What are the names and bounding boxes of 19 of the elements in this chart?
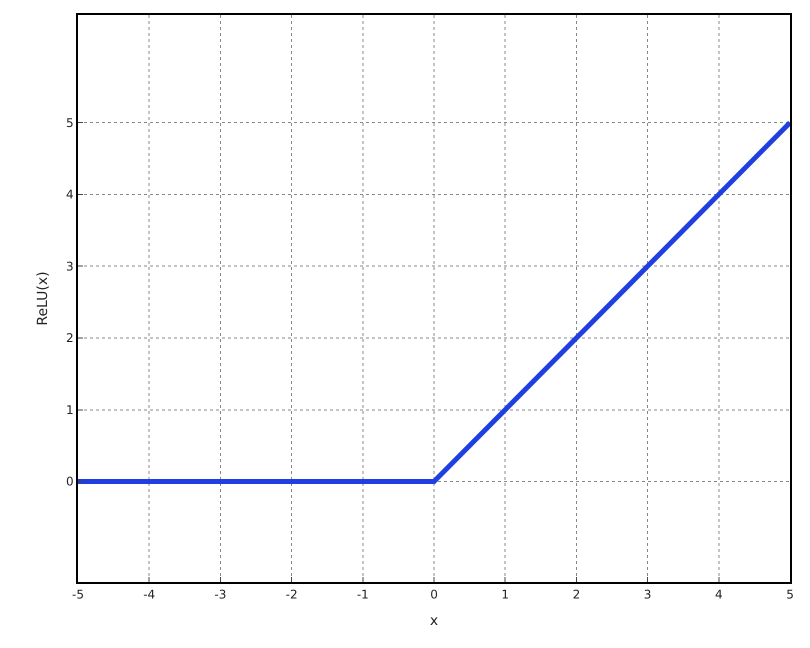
y-tick-label: 3 [66,259,74,274]
x-tick-label: 3 [644,587,652,602]
x-tick-label: -4 [143,587,156,602]
y-tick-label: 0 [66,474,74,489]
y-tick-label: 1 [66,402,74,417]
x-tick-label: -2 [286,587,298,602]
x-tick-label: -5 [72,587,84,602]
x-tick-label: 4 [714,587,723,602]
x-tick-label: 2 [572,587,580,602]
y-tick-label: 5 [66,116,74,130]
y-axis-title: ReLU(x) [35,271,52,326]
x-tick-label: 5 [786,587,794,602]
x-tick-label: 1 [501,587,510,602]
y-tick-label: 2 [66,331,74,346]
x-tick-label: -3 [214,587,226,602]
x-tick-label: -1 [356,587,369,602]
y-tick-label: 4 [66,188,74,202]
x-tick-label: 0 [430,587,438,602]
x-axis-title: x [430,613,438,630]
